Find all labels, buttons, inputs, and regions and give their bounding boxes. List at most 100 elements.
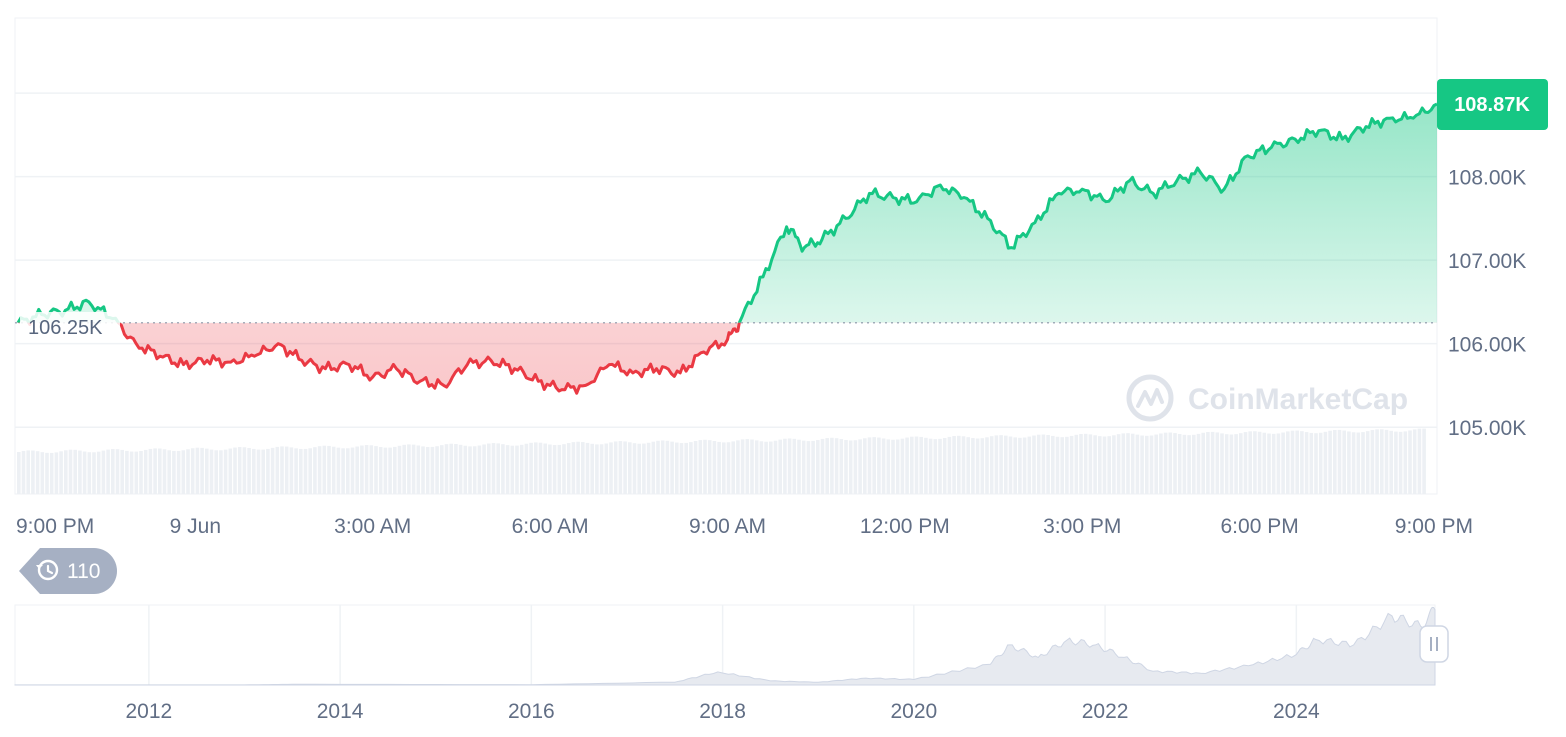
volume-bar — [858, 439, 862, 494]
volume-bar — [576, 441, 580, 494]
volume-bar — [205, 448, 209, 494]
x-tick-label: 3:00 PM — [1043, 515, 1121, 538]
volume-bar — [1243, 432, 1248, 494]
volume-bar — [1196, 433, 1201, 494]
volume-bar — [1083, 433, 1088, 494]
overview-x-labels: 2012 2014 2016 2018 2020 2022 2024 — [126, 700, 1321, 723]
volume-bar — [778, 439, 782, 494]
volume-bar — [440, 445, 444, 494]
volume-bar — [153, 448, 157, 494]
volume-bar — [529, 442, 533, 494]
volume-bar — [519, 444, 524, 494]
volume-bar — [928, 438, 933, 494]
volume-bar — [590, 443, 594, 494]
volume-bar — [1121, 433, 1126, 494]
volume-bar — [45, 452, 49, 494]
volume-bar — [1107, 436, 1111, 494]
volume-bar — [999, 435, 1003, 494]
volume-bar — [1126, 433, 1130, 494]
volume-bar — [275, 446, 280, 494]
volume-bar — [120, 449, 124, 494]
overview-chart[interactable]: 2012 2014 2016 2018 2020 2022 2024 — [14, 604, 1449, 723]
volume-bar — [900, 438, 905, 494]
volume-bar — [736, 440, 740, 494]
volume-bar — [411, 444, 416, 494]
current-price-text: 108.87K — [1454, 94, 1530, 116]
volume-bar — [863, 438, 867, 494]
volume-bar — [834, 438, 839, 494]
volume-bar — [651, 441, 656, 494]
volume-bar — [703, 439, 707, 494]
volume-bar — [327, 445, 331, 494]
range-handle[interactable] — [1419, 625, 1449, 663]
volume-bar — [21, 450, 26, 494]
volume-bar — [40, 452, 45, 494]
watermark: CoinMarketCap — [1126, 374, 1408, 422]
volume-bar — [1051, 435, 1055, 494]
volume-bar — [87, 452, 92, 494]
volume-bar — [402, 444, 406, 494]
volume-bar — [787, 438, 792, 494]
volume-bar — [1389, 430, 1393, 494]
volume-bar — [585, 442, 590, 494]
volume-bar — [1159, 433, 1163, 494]
history-count: 110 — [67, 560, 100, 583]
volume-bar — [1187, 435, 1191, 494]
volume-bar — [421, 446, 425, 494]
volume-bar — [985, 437, 989, 494]
volume-bar — [1384, 429, 1389, 494]
volume-bar — [1098, 436, 1102, 494]
volume-bar — [313, 447, 317, 494]
history-badge[interactable]: 110 — [19, 548, 117, 594]
volume-bar — [599, 444, 604, 494]
volume-bar — [1140, 435, 1144, 494]
volume-bar — [256, 449, 261, 494]
volume-bar — [186, 449, 190, 494]
volume-bar — [1361, 432, 1365, 494]
volume-bar — [769, 441, 773, 494]
volume-bar — [1013, 437, 1017, 494]
volume-bar — [919, 436, 923, 494]
volume-bar — [369, 445, 374, 494]
volume-bar — [1069, 435, 1074, 494]
volume-bar — [303, 448, 308, 494]
volume-bar — [237, 447, 242, 494]
volume-bar — [134, 451, 139, 494]
volume-bar — [632, 443, 637, 494]
volume-bar — [548, 444, 552, 494]
volume-bar — [294, 448, 298, 494]
volume-bar — [1295, 430, 1299, 494]
volume-bar — [317, 446, 322, 494]
volume-bar — [801, 440, 806, 494]
volume-bar — [219, 450, 223, 494]
volume-bar — [1239, 433, 1243, 494]
volume-bar — [1403, 431, 1408, 494]
volume-bar — [975, 438, 980, 494]
volume-bar — [383, 447, 388, 494]
volume-bar — [143, 449, 148, 494]
volume-bar — [886, 439, 891, 494]
volume-bar — [684, 442, 688, 494]
volume-bar — [463, 445, 468, 494]
volume-bar — [223, 449, 228, 494]
volume-bar — [830, 437, 834, 494]
volume-bar — [1149, 435, 1154, 494]
volume-bar — [1257, 431, 1262, 494]
volume-bar — [571, 442, 576, 494]
overview-grid — [148, 605, 1298, 685]
x-tick-label: 3:00 AM — [334, 515, 411, 538]
volume-bar — [158, 448, 162, 494]
volume-bar — [49, 452, 54, 494]
volume-bar — [656, 440, 660, 494]
volume-bar — [96, 451, 101, 494]
volume-bar — [322, 445, 327, 494]
volume-bar — [905, 437, 909, 494]
volume-bar — [1262, 432, 1267, 494]
overview-x-tick-label: 2012 — [126, 700, 173, 723]
volume-bar — [816, 440, 820, 494]
volume-bar — [1018, 437, 1022, 494]
volume-bar — [543, 443, 547, 494]
volume-bar — [994, 435, 999, 494]
